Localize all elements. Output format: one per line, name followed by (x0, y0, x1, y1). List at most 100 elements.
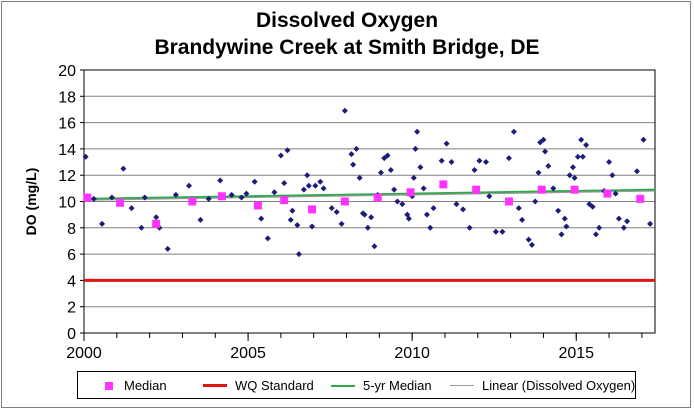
data-point (528, 241, 535, 248)
data-point (542, 148, 549, 155)
data-point (515, 205, 522, 212)
data-point (99, 220, 106, 227)
median-point (373, 193, 382, 202)
data-point (320, 185, 327, 192)
data-point (120, 165, 127, 172)
data-point (238, 194, 245, 201)
data-point (540, 136, 547, 143)
median-point (116, 198, 125, 207)
data-point (348, 151, 355, 158)
data-point (295, 251, 302, 258)
data-point (251, 178, 258, 185)
data-point (606, 159, 613, 166)
data-point (141, 194, 148, 201)
data-point (205, 195, 212, 202)
five-yr-line-icon (331, 385, 355, 387)
data-point (228, 191, 235, 198)
data-point (532, 198, 539, 205)
y-tick-label: 16 (58, 116, 76, 133)
y-tick-label: 10 (58, 195, 76, 212)
data-point (519, 216, 526, 223)
data-point (453, 201, 460, 208)
data-point (620, 224, 627, 231)
data-point (371, 243, 378, 250)
data-point (353, 145, 360, 152)
data-point (333, 209, 340, 216)
median-point (217, 192, 226, 201)
legend-label-median: Median (124, 378, 167, 393)
data-point (438, 157, 445, 164)
data-point (486, 193, 493, 200)
data-point (399, 201, 406, 208)
data-point (633, 168, 640, 175)
data-point (128, 205, 135, 212)
data-point (583, 141, 590, 148)
median-point (439, 180, 448, 189)
median-point (504, 197, 513, 206)
data-point (423, 211, 430, 218)
median-point (340, 197, 349, 206)
y-tick-label: 12 (58, 168, 76, 185)
data-point (405, 215, 412, 222)
data-point (561, 215, 568, 222)
data-point (569, 164, 576, 171)
data-point (566, 172, 573, 179)
data-point (164, 245, 171, 252)
data-point (90, 195, 97, 202)
data-point (505, 155, 512, 162)
data-point (364, 224, 371, 231)
data-point (294, 222, 301, 229)
data-point (460, 206, 467, 213)
data-point (427, 224, 434, 231)
median-point (636, 194, 645, 203)
median-point (152, 219, 161, 228)
data-point (309, 223, 316, 230)
data-point (328, 205, 335, 212)
data-point (138, 224, 145, 231)
data-point (281, 180, 288, 187)
y-tick-label: 8 (67, 221, 76, 238)
median-point (537, 185, 546, 194)
data-point (271, 189, 278, 196)
chart-title: Dissolved Oxygen (255, 9, 439, 32)
y-tick-label: 6 (67, 247, 76, 264)
data-point (555, 207, 562, 214)
data-point (350, 161, 357, 168)
chart-subtitle: Brandywine Creek at Smith Bridge, DE (154, 36, 540, 59)
legend-label-linear: Linear (Dissolved Oxygen) (482, 378, 636, 393)
median-point (406, 188, 415, 197)
grid-lines (84, 95, 655, 308)
data-point (592, 231, 599, 238)
data-point (466, 224, 473, 231)
data-point (258, 215, 265, 222)
data-point (640, 136, 647, 143)
data-point (243, 190, 250, 197)
data-point (612, 190, 619, 197)
data-point (535, 169, 542, 176)
series-lines (83, 188, 656, 282)
data-point (304, 172, 311, 179)
data-point (492, 228, 499, 235)
data-point (317, 178, 324, 185)
data-point (391, 186, 398, 193)
data-point (377, 169, 384, 176)
data-point (596, 224, 603, 231)
data-point (172, 191, 179, 198)
data-point (558, 231, 565, 238)
data-point (417, 164, 424, 171)
data-point (647, 220, 654, 227)
data-point (476, 157, 483, 164)
median-point (280, 196, 289, 205)
data-point (571, 174, 578, 181)
data-point (412, 145, 419, 152)
x-tick-label: 2015 (558, 345, 594, 362)
y-tick-label: 18 (58, 89, 76, 106)
standard-line-icon (203, 384, 227, 387)
data-point (361, 211, 368, 218)
x-axis-ticks: 2000 2005 2010 2015 (66, 333, 643, 362)
median-point (253, 201, 262, 210)
data-point (368, 214, 375, 221)
data-point (264, 235, 271, 242)
data-point (287, 216, 294, 223)
